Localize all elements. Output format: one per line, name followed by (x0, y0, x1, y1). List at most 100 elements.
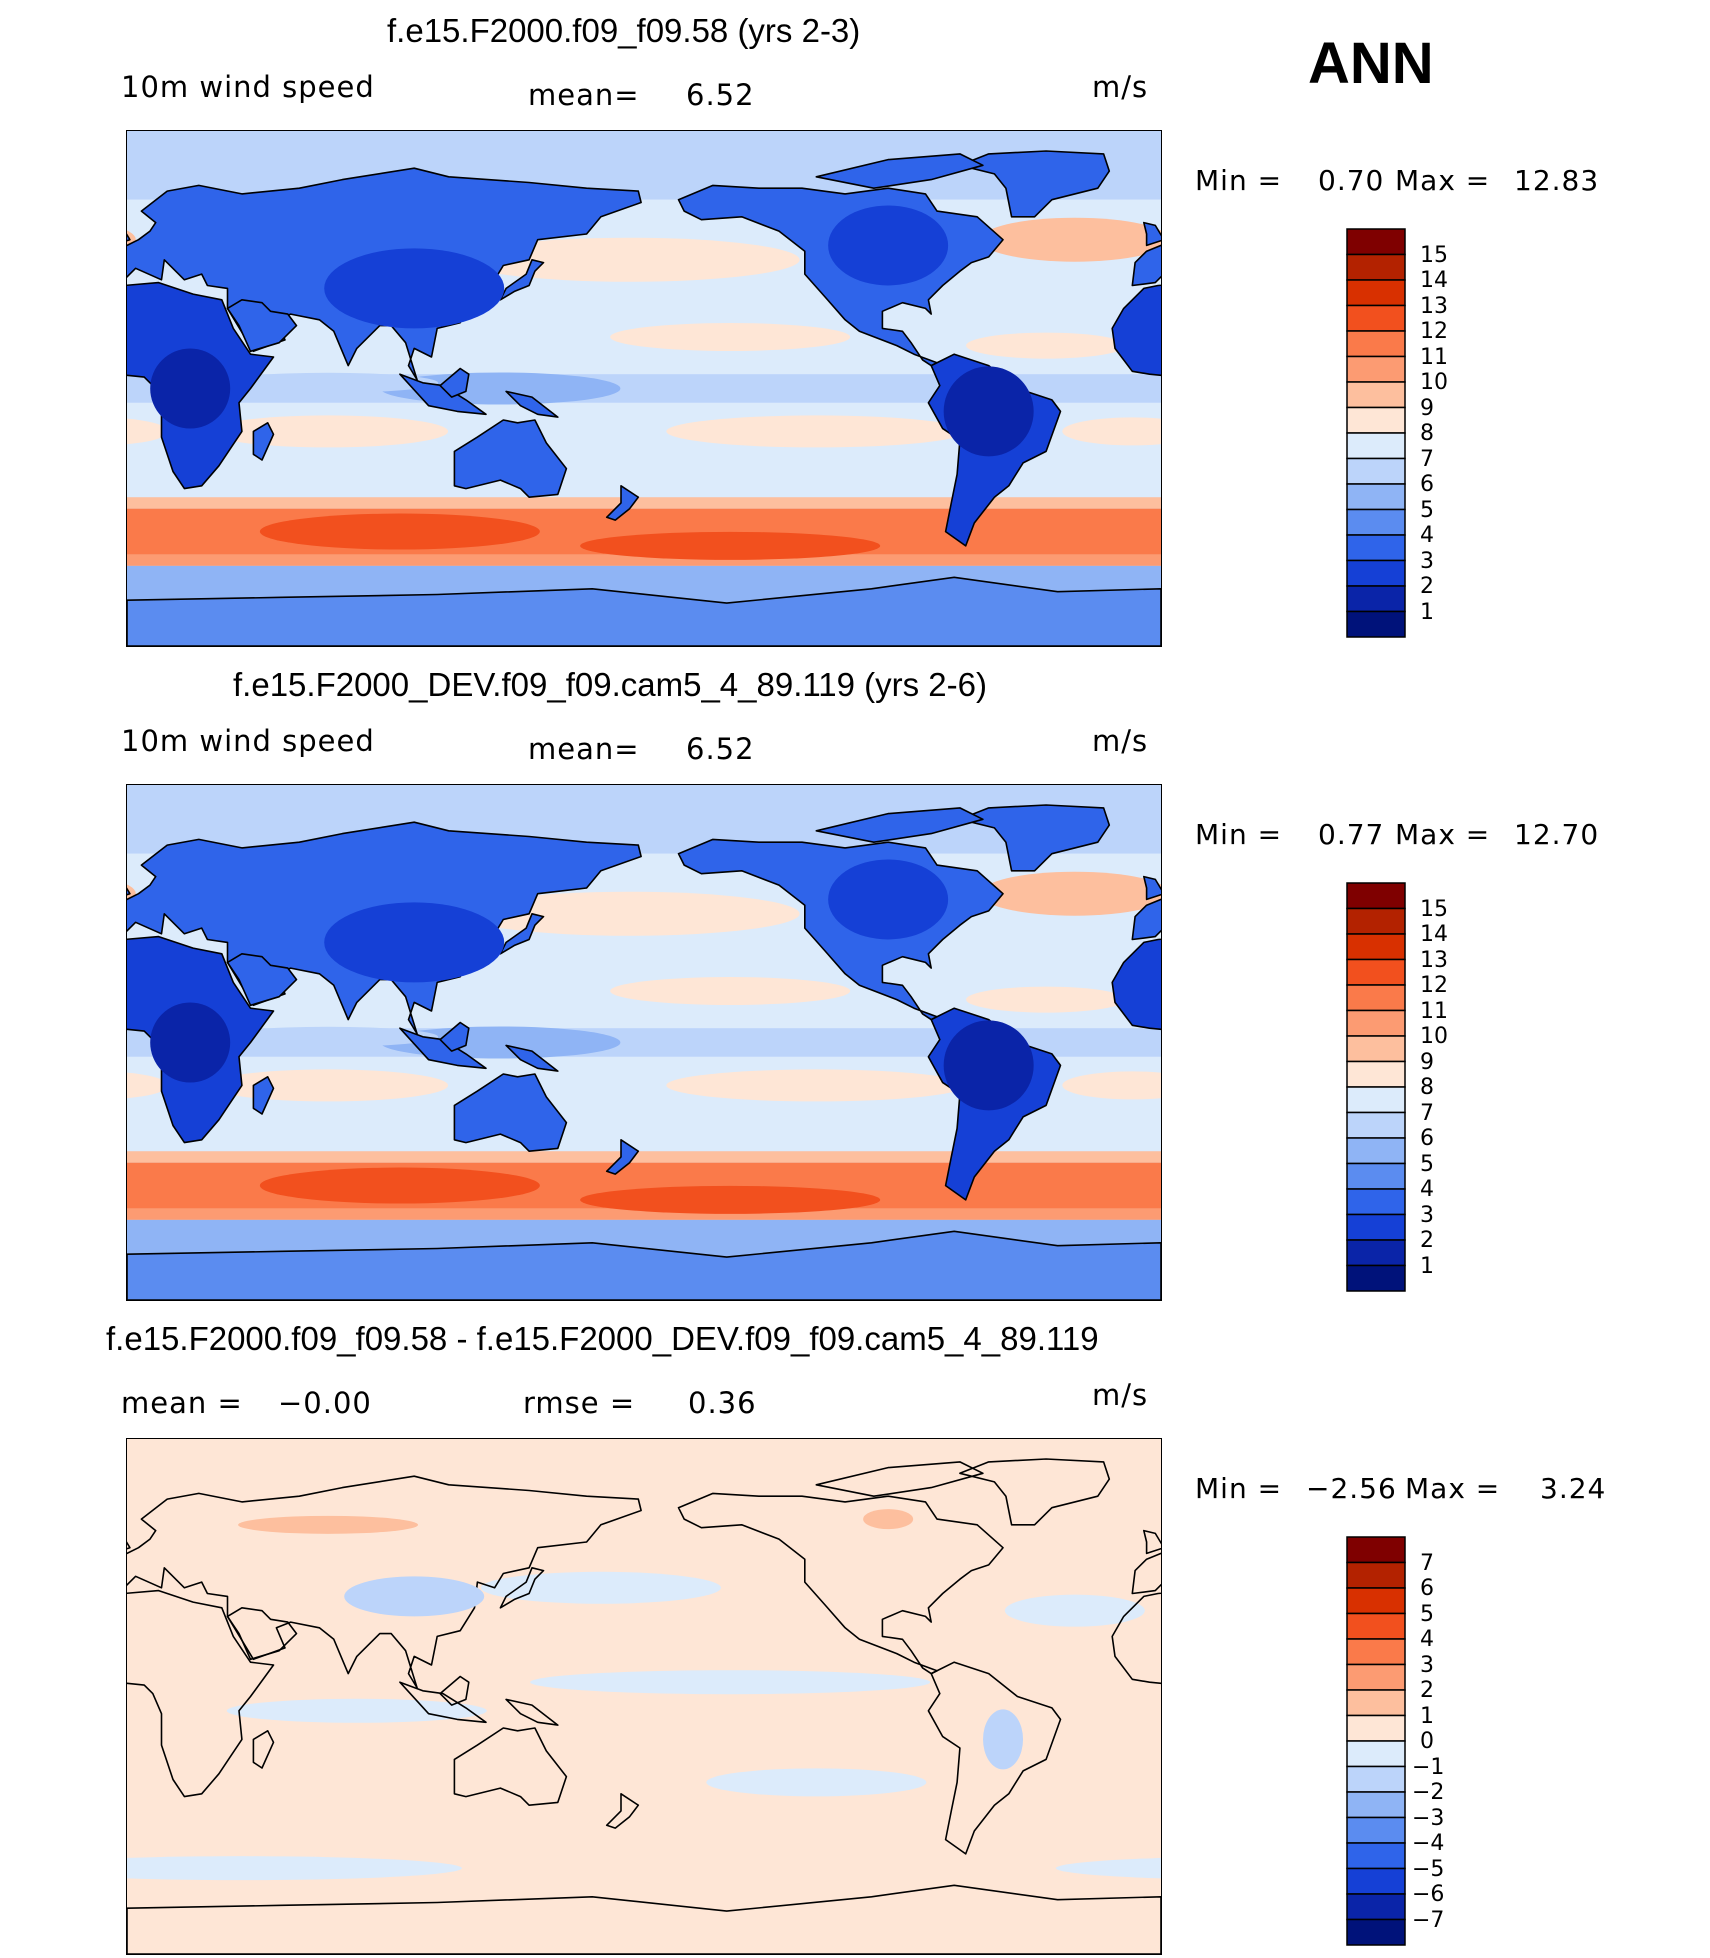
colorbar-tick-label: 13 (1420, 947, 1448, 973)
colorbar-tick-label: 15 (1420, 242, 1448, 268)
colorbar-segment (1346, 585, 1406, 613)
diff-pos-siberia (238, 1515, 419, 1534)
colorbar-tick-label: −3 (1412, 1805, 1445, 1831)
pacific-trades (610, 323, 851, 351)
colorbar-tick-label: 12 (1420, 973, 1448, 998)
colorbar-tick-label: 1 (1420, 599, 1434, 625)
colorbar-tick-label: 5 (1420, 1151, 1434, 1177)
panel-3-max-label: Max = (1405, 1472, 1501, 1505)
land-png (505, 1044, 559, 1072)
colorbar-boxes (1346, 1536, 1406, 1946)
land-uk (127, 233, 131, 242)
panel-2-map-field (127, 785, 1161, 1300)
diff-pos-hudson (863, 1509, 914, 1530)
panel-2-colorbar: 15 14 13 12 11 10 9 8 7 6 5 4 3 2 1 (1346, 882, 1448, 1292)
panel-3-mean-value: −0.00 (278, 1386, 372, 1420)
diff-neg-southern-ocean (1055, 1857, 1161, 1879)
colorbar-tick-label: 5 (1420, 497, 1434, 523)
panel-2-min-label: Min = (1195, 818, 1283, 851)
indian-trades (208, 1069, 449, 1102)
indian-calm (218, 372, 439, 393)
panel-2-map (126, 784, 1162, 1301)
land-australia (453, 1073, 568, 1153)
diff-neg-tibet (344, 1576, 485, 1617)
colorbar-segment (1346, 253, 1406, 281)
panel-1-max-label: Max = (1395, 164, 1491, 197)
panel-1-title: f.e15.F2000.f09_f09.58 (yrs 2-3) (387, 12, 861, 49)
colorbar-tick-label: 14 (1420, 922, 1448, 947)
colorbar-segment (1346, 1689, 1406, 1717)
colorbar-segment (1346, 1765, 1406, 1793)
colorbar-segment (1346, 1587, 1406, 1615)
panel-1-max-value: 12.83 (1514, 164, 1600, 197)
amazon-calm (943, 1020, 1034, 1111)
coast-namerica (677, 1492, 1004, 1675)
land-uk (127, 887, 131, 896)
panel-3-mean-label: mean = (121, 1386, 243, 1420)
diff-neg-atlantic (1004, 1594, 1145, 1627)
colorbar-segment (1346, 1035, 1406, 1063)
diff-neg-south-america (983, 1709, 1024, 1770)
diff-neg-southern-ocean (127, 1856, 462, 1881)
colorbar-tick-label: 7 (1420, 1550, 1434, 1576)
diff-neg-south-pacific (706, 1768, 927, 1797)
colorbar-tick-label: 4 (1420, 1177, 1434, 1202)
colorbar-segment (1346, 1638, 1406, 1666)
colorbar-tick-label: 4 (1420, 1627, 1434, 1652)
colorbar-tick-label: 9 (1420, 395, 1434, 421)
coast-japan (499, 1567, 545, 1609)
panel-3-min-value: −2.56 (1306, 1472, 1397, 1505)
colorbar-segment (1346, 1791, 1406, 1819)
atlantic-trades (966, 986, 1127, 1013)
south-atlantic-trades (1062, 417, 1161, 446)
pacific-jet-core (580, 1185, 881, 1214)
land-eurasia (1131, 244, 1161, 287)
colorbar-tick-label: 2 (1420, 1228, 1434, 1253)
panel-2-mean-value: 6.52 (686, 732, 755, 766)
colorbar-tick-label: 10 (1420, 1024, 1448, 1049)
north-pacific-max (459, 891, 800, 936)
colorbar-tick-label: 15 (1420, 896, 1448, 922)
north-pacific-max (459, 237, 800, 282)
panel-1-mean-value: 6.52 (686, 78, 755, 112)
colorbar-tick-label: 7 (1420, 1100, 1434, 1126)
panel-1-min-value: 0.70 (1318, 164, 1385, 197)
panel-3-map-field (127, 1439, 1161, 1954)
panel-3-max-value: 3.24 (1540, 1472, 1607, 1505)
colorbar-tick-label: 3 (1420, 1652, 1434, 1678)
panel-3-map (126, 1438, 1162, 1955)
colorbar-tick-label: −6 (1412, 1882, 1445, 1907)
coast-australia (453, 1727, 568, 1807)
land-arabia (226, 953, 298, 1007)
coast-antarctica (127, 1884, 1161, 1954)
colorbar-tick-label: 9 (1420, 1049, 1434, 1075)
colorbar-segment (1346, 1612, 1406, 1640)
colorbar-tick-label: 5 (1420, 1601, 1434, 1627)
panel-3-rmse-label: rmse = (523, 1386, 636, 1420)
colorbar-tick-label: 8 (1420, 421, 1434, 446)
land-antarctica (127, 576, 1161, 646)
coast-uk (1142, 1529, 1161, 1555)
colorbar-segment (1346, 559, 1406, 587)
colorbar-segment (1346, 279, 1406, 307)
land-australia (453, 419, 568, 499)
colorbar-tick-label: −4 (1412, 1831, 1445, 1856)
colorbar-segment (1346, 1714, 1406, 1742)
panel-3-colorbar: 7 6 5 4 3 2 1 0 −1 −2 −3 −4 −5 −6 −7 (1346, 1536, 1444, 1946)
colorbar-segment (1346, 534, 1406, 562)
colorbar-tick-label: 4 (1420, 523, 1434, 548)
colorbar-segment (1346, 882, 1406, 910)
colorbar-segment (1346, 330, 1406, 358)
land-madagascar (252, 421, 275, 461)
pacific-trades (610, 977, 851, 1005)
colorbar-tick-label: −5 (1412, 1856, 1445, 1882)
colorbar-segment (1346, 1137, 1406, 1165)
colorbar-segment (1346, 381, 1406, 409)
south-atlantic-trades (127, 1072, 169, 1099)
indian-ocean-jet-core (259, 1167, 540, 1204)
land-indonesia (399, 1027, 487, 1070)
colorbar-segment (1346, 406, 1406, 434)
colorbar-tick-label: 12 (1420, 319, 1448, 344)
panel-3-title: f.e15.F2000.f09_f09.58 - f.e15.F2000_DEV… (106, 1320, 1099, 1357)
panel-3-units: m/s (1092, 1378, 1149, 1412)
